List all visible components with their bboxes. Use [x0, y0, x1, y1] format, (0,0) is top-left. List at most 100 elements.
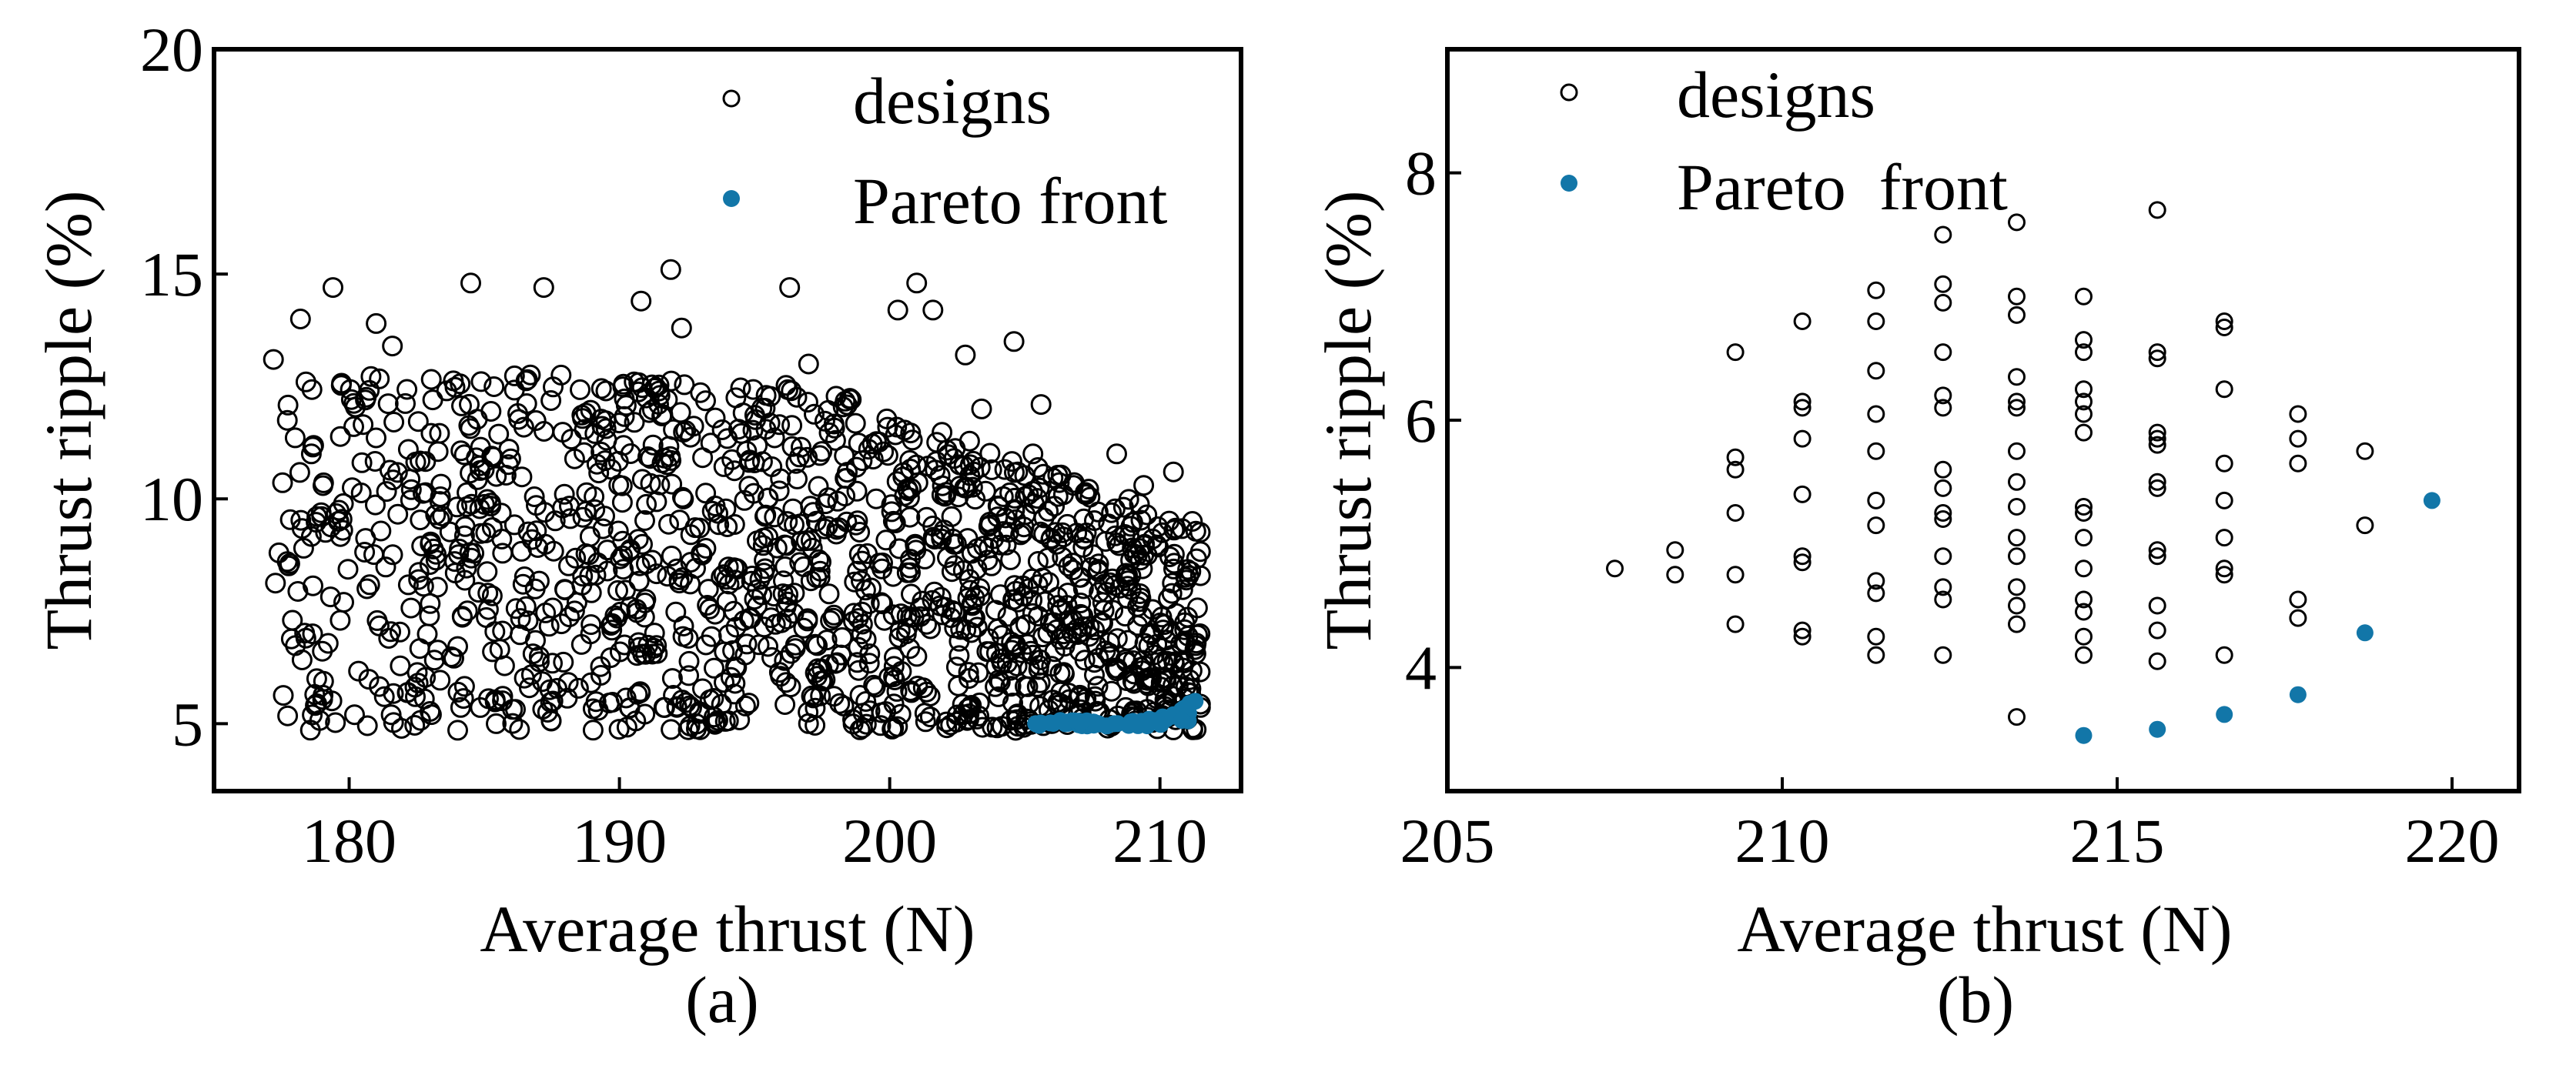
panel-a-design-point: [1129, 493, 1150, 515]
panel-a-design-point: [1106, 443, 1127, 465]
panel-a-design-point: [291, 650, 313, 670]
panel-a-design-point: [1047, 465, 1069, 486]
panel-a-design-point: [936, 439, 958, 461]
panel-a-design-point: [705, 712, 727, 733]
panel-a-design-point: [328, 510, 350, 532]
panel-a-design-point: [453, 688, 474, 710]
panel-a-design-point: [521, 529, 543, 550]
panel-b-plot-frame: [1445, 47, 2521, 793]
panel-a-design-point: [763, 586, 785, 607]
panel-a-design-point: [781, 415, 803, 436]
panel-a-design-point: [520, 664, 542, 686]
panel-a-design-point: [306, 512, 327, 533]
panel-a-design-point: [714, 641, 735, 663]
panel-a-design-point: [1084, 619, 1106, 641]
panel-a-design-point: [725, 616, 747, 638]
panel-a-design-point: [468, 582, 489, 603]
panel-a-design-point: [936, 717, 958, 739]
panel-b-design-point: [1934, 460, 1952, 479]
panel-a-design-point: [422, 389, 443, 411]
panel-b-design-point: [2289, 609, 2307, 627]
panel-a-design-point: [520, 364, 541, 386]
panel-a-design-point: [351, 452, 373, 473]
panel-a-design-point: [502, 713, 524, 734]
panel-a-design-point: [797, 608, 818, 630]
panel-a-design-point: [1052, 546, 1073, 568]
panel-a-design-point: [738, 476, 760, 497]
panel-a-design-point: [642, 434, 664, 456]
panel-a-design-point: [707, 710, 728, 731]
panel-a-design-point: [636, 553, 657, 575]
panel-a-design-point: [277, 394, 299, 416]
panel-a-design-point: [711, 419, 733, 440]
panel-a-design-point: [378, 628, 400, 649]
panel-a-design-point: [554, 483, 575, 505]
panel-a-design-point: [942, 599, 963, 621]
panel-a-design-point: [310, 502, 332, 523]
panel-a-design-point: [503, 514, 525, 536]
panel-a-design-point: [408, 562, 430, 583]
panel-a-legend-label-pareto: Pareto front: [853, 164, 1167, 238]
panel-a-design-point: [814, 410, 835, 432]
panel-a-design-point: [1042, 467, 1064, 489]
panel-a-design-point: [359, 574, 380, 596]
panel-a-design-point: [1049, 599, 1071, 621]
panel-a-design-point: [400, 469, 421, 490]
panel-a-design-point: [1052, 484, 1074, 506]
panel-a-design-point: [713, 456, 734, 477]
panel-a-design-point: [313, 670, 334, 692]
panel-a-design-point: [1004, 487, 1025, 509]
panel-a-design-point: [758, 636, 778, 657]
panel-b-design-point: [2008, 615, 2026, 633]
panel-a-design-point: [454, 516, 476, 537]
panel-a-design-point: [509, 719, 530, 740]
panel-a-design-point: [342, 477, 363, 499]
panel-a-design-point: [725, 387, 747, 409]
panel-b-design-point: [2215, 646, 2233, 664]
panel-a-design-point: [858, 653, 880, 674]
panel-a-design-point: [1049, 472, 1070, 493]
panel-a-design-point: [366, 427, 386, 449]
panel-b-design-point: [2075, 287, 2093, 306]
panel-a-pareto-point: [1152, 716, 1169, 733]
panel-a-design-point: [987, 506, 1009, 528]
panel-a-design-point: [429, 491, 450, 513]
panel-a-design-point: [1037, 623, 1059, 644]
panel-b-design-point: [1934, 578, 1952, 596]
panel-a-design-point: [754, 549, 775, 571]
panel-a-design-point: [1142, 528, 1163, 549]
panel-b-ticks: 205 210 215 220 4 6 8: [1400, 139, 2500, 876]
panel-a-design-point: [949, 476, 971, 497]
panel-a-design-point: [716, 590, 738, 612]
panel-b-x-tick-label: 220: [2405, 806, 2500, 876]
panel-a-y-tick-label: 15: [140, 239, 203, 309]
panel-a-design-point: [711, 693, 732, 715]
panel-a-design-point: [877, 416, 898, 438]
panel-a-design-point: [390, 655, 411, 676]
panel-a-design-point: [611, 492, 633, 513]
panel-a-design-point: [276, 409, 298, 431]
panel-a-design-point: [882, 510, 904, 532]
panel-a-design-point: [922, 299, 944, 321]
panel-a-design-point: [588, 463, 610, 484]
panel-a-design-point: [1112, 496, 1134, 518]
panel-b-design-point: [1867, 627, 1885, 646]
panel-a-design-point: [1075, 484, 1096, 506]
panel-a-design-point: [1022, 443, 1044, 465]
panel-a-design-point: [730, 377, 751, 399]
panel-b-design-point: [1666, 541, 1684, 559]
panel-a-design-point: [612, 545, 633, 566]
panel-a-design-point: [724, 460, 745, 482]
panel-a-design-point: [985, 656, 1007, 677]
panel-a-design-point: [818, 583, 840, 605]
panel-b-design-point: [1726, 504, 1745, 522]
panel-b-design-point: [1606, 559, 1624, 578]
panel-a-design-point: [331, 372, 353, 394]
panel-a-design-point: [924, 581, 945, 603]
panel-a-design-point: [924, 529, 945, 550]
panel-a-design-point: [900, 680, 922, 701]
panel-a-design-point: [560, 508, 581, 529]
panel-a-design-point: [309, 710, 330, 731]
panel-a-design-point: [305, 695, 326, 716]
panel-a-design-point: [926, 432, 948, 453]
